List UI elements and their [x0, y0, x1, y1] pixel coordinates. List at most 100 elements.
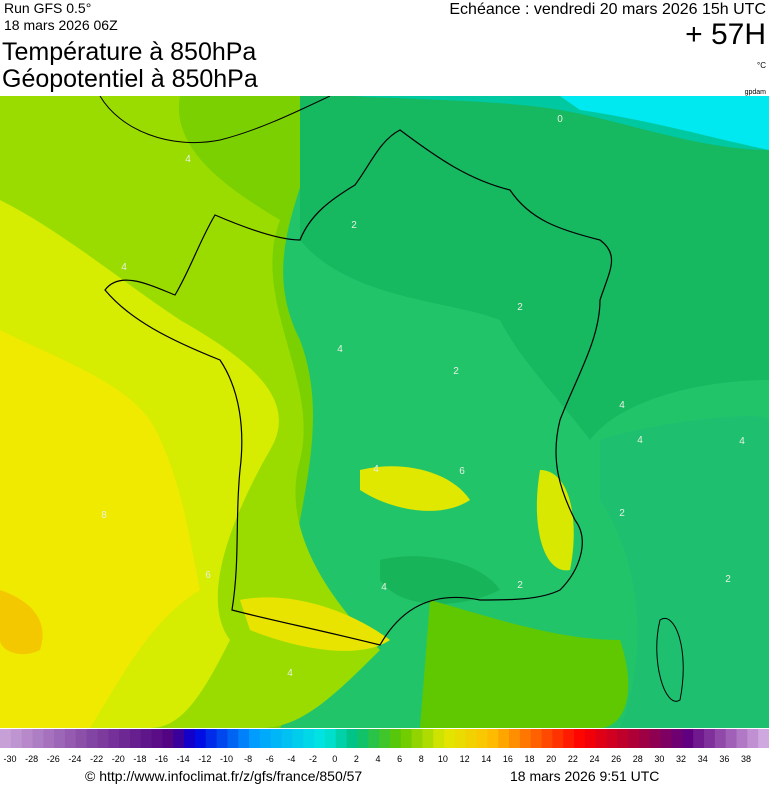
temp-zone [360, 466, 470, 511]
scale-swatch [584, 729, 597, 748]
contour-label: 2 [517, 302, 523, 313]
scale-swatch [747, 729, 759, 748]
scale-label: 10 [438, 754, 448, 764]
contour-label: 2 [351, 220, 357, 231]
temp-zone [300, 96, 769, 440]
scale-swatch [249, 729, 261, 748]
scale-swatch [346, 729, 358, 748]
scale-swatch [671, 729, 683, 748]
scale-swatch [758, 729, 769, 748]
scale-swatch [530, 729, 543, 748]
scale-label: 38 [741, 754, 751, 764]
scale-swatch [64, 729, 77, 748]
temp-zone [380, 556, 500, 604]
scale-label: 16 [503, 754, 513, 764]
title-temperature: Température à 850hPa [2, 38, 256, 66]
run-date: 18 mars 2026 06Z [4, 17, 118, 33]
scale-label: -20 [112, 754, 125, 764]
scale-swatch [714, 729, 727, 748]
contour-label: 0 [557, 114, 563, 125]
contour-label: 2 [619, 508, 625, 519]
scale-swatch [314, 729, 326, 748]
scale-swatch [216, 729, 228, 748]
scale-swatch [736, 729, 748, 748]
scale-swatch [151, 729, 163, 748]
scale-swatch [552, 729, 564, 748]
temp-zone [0, 590, 43, 655]
contour-labels: 0 4 2 2 2 4 4 4 4 2 2 4 6 8 6 4 4 2 4 [101, 114, 745, 679]
scale-swatch [693, 729, 705, 748]
scale-swatch [682, 729, 694, 748]
contour-label: 4 [185, 154, 191, 165]
scale-swatch [162, 729, 174, 748]
scale-label: -18 [133, 754, 146, 764]
scale-label: 0 [332, 754, 337, 764]
scale-label: -12 [198, 754, 211, 764]
scale-label: -4 [287, 754, 295, 764]
run-label: Run GFS 0.5° [4, 0, 91, 16]
scale-label: 22 [568, 754, 578, 764]
scale-label: 18 [525, 754, 535, 764]
credit: gpdam [745, 89, 767, 96]
scale-label: -24 [68, 754, 81, 764]
scale-swatch [519, 729, 532, 748]
scale-label: -6 [266, 754, 274, 764]
scale-swatch [54, 729, 66, 748]
contour-label: 4 [287, 668, 293, 679]
scale-swatch [660, 729, 673, 748]
scale-swatch [119, 729, 131, 748]
scale-swatch [75, 729, 88, 748]
contour-label: 4 [121, 262, 127, 273]
contour-label: 6 [459, 466, 465, 477]
scale-label: 20 [546, 754, 556, 764]
temp-zone [560, 96, 769, 150]
scale-swatch [227, 729, 239, 748]
scale-label: -22 [90, 754, 103, 764]
unit: °C [757, 61, 766, 70]
scale-swatch [606, 729, 618, 748]
scale-label: 34 [698, 754, 708, 764]
scale-label: -28 [25, 754, 38, 764]
contour-label: 4 [381, 582, 387, 593]
scale-label: -2 [309, 754, 317, 764]
scale-swatch [184, 729, 196, 748]
scale-swatch [509, 729, 521, 748]
scale-swatch [422, 729, 434, 748]
scale-label: -10 [220, 754, 233, 764]
scale-swatch [335, 729, 348, 748]
scale-swatch [487, 729, 499, 748]
contour-label: 2 [453, 366, 459, 377]
offset: + 57H [685, 18, 766, 51]
scale-swatch [357, 729, 369, 748]
scale-swatch [129, 729, 142, 748]
temp-zone [240, 597, 390, 651]
scale-label: 28 [633, 754, 643, 764]
scale-label: -16 [155, 754, 168, 764]
scale-swatch [433, 729, 445, 748]
scale-swatch [704, 729, 716, 748]
scale-swatch [108, 729, 120, 748]
scale-swatch [10, 729, 23, 748]
scale-swatch [259, 729, 272, 748]
scale-label: 32 [676, 754, 686, 764]
scale-label: -8 [244, 754, 252, 764]
scale-label: 6 [397, 754, 402, 764]
scale-swatch [303, 729, 315, 748]
scale-label: -26 [47, 754, 60, 764]
timestamp: 18 mars 2026 9:51 UTC [510, 768, 659, 784]
title-geopotential: Géopotentiel à 850hPa [2, 65, 258, 93]
scale-swatch [454, 729, 467, 748]
temp-zone [0, 330, 200, 728]
scale-swatch [628, 729, 640, 748]
scale-swatch [649, 729, 662, 748]
scale-label: 24 [589, 754, 599, 764]
scale-swatch [465, 729, 478, 748]
scale-swatch [292, 729, 304, 748]
contour-label: 2 [517, 580, 523, 591]
scale-swatch [281, 729, 293, 748]
scale-label: 12 [460, 754, 470, 764]
scale-swatch [173, 729, 185, 748]
contour-label: 2 [725, 574, 731, 585]
map: 0 4 2 2 2 4 4 4 4 2 2 4 6 8 6 4 4 2 4 [0, 96, 769, 728]
scale-swatch [21, 729, 33, 748]
